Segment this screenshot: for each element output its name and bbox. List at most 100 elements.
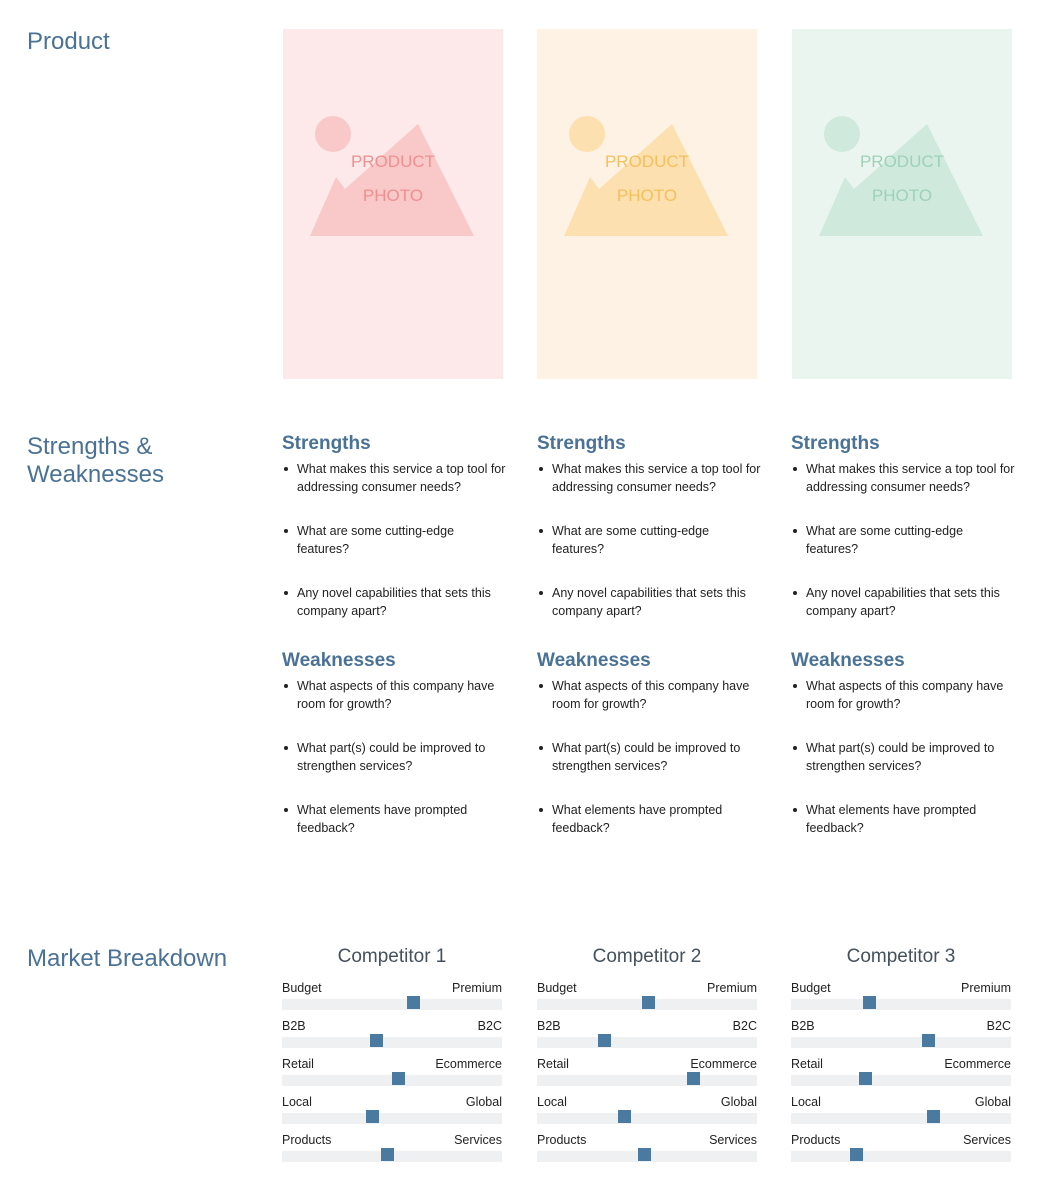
scale-marker [391, 1072, 405, 1085]
scale-track [791, 1034, 1011, 1048]
scale-labels: Budget Premium [282, 970, 502, 996]
scale-track [791, 1148, 1011, 1162]
scale-track [537, 996, 757, 1010]
scale-marker [637, 1148, 651, 1161]
scale-row: Budget Premium [537, 970, 757, 1010]
scale-left-label: Budget [282, 981, 322, 995]
scale-track [791, 1072, 1011, 1086]
scale-marker [406, 996, 420, 1009]
scale-row: B2B B2C [791, 1008, 1011, 1048]
list-item: What are some cutting-edge features? [791, 522, 1016, 558]
scale-track [537, 1034, 757, 1048]
list-item: What part(s) could be improved to streng… [537, 739, 762, 775]
strengths-heading: Strengths [282, 433, 371, 454]
scale-marker [598, 1034, 612, 1047]
photo-placeholder-graphic: PRODUCT PHOTO [792, 29, 1012, 379]
list-item: What part(s) could be improved to streng… [791, 739, 1016, 775]
scale-track [282, 1072, 502, 1086]
strengths-heading: Strengths [537, 433, 626, 454]
scale-labels: Products Services [791, 1122, 1011, 1148]
scale-left-label: Products [282, 1133, 332, 1147]
photo-label-line1: PRODUCT [605, 152, 689, 171]
scale-row: Products Services [791, 1122, 1011, 1162]
scale-marker [369, 1034, 383, 1047]
competitor-column: Competitor 3 Budget Premium B2B B2C Retail Eco… [791, 944, 1011, 1162]
scale-row: Local Global [791, 1084, 1011, 1124]
scale-marker [858, 1072, 872, 1085]
strengths-list: What makes this service a top tool for a… [791, 460, 1016, 620]
list-item: What makes this service a top tool for a… [537, 460, 762, 496]
strengths-weaknesses-section-title: Strengths & Weaknesses [27, 433, 164, 488]
scale-row: Retail Ecommerce [537, 1046, 757, 1086]
list-item: Any novel capabilities that sets this co… [537, 584, 762, 620]
mountain-icon [564, 124, 728, 236]
market-breakdown-section-title: Market Breakdown [27, 945, 228, 972]
scale-labels: B2B B2C [282, 1008, 502, 1034]
scale-marker [365, 1110, 379, 1123]
sw-column: Strengths What makes this service a top t… [537, 432, 762, 835]
scale-right-label: Global [465, 1095, 502, 1109]
scale-right-label: Ecommerce [435, 1057, 502, 1071]
sw-column: Strengths What makes this service a top t… [791, 432, 1016, 835]
list-item: What elements have prompted feedback? [282, 801, 507, 837]
scale-marker [617, 1110, 631, 1123]
mountain-icon [310, 124, 474, 236]
product-photo-placeholder: PRODUCT PHOTO [283, 29, 503, 379]
scale-left-label: B2B [282, 1019, 306, 1033]
scale-row: Retail Ecommerce [282, 1046, 502, 1086]
sun-icon [315, 116, 351, 152]
scale-left-label: Retail [537, 1057, 569, 1071]
scale-labels: Retail Ecommerce [537, 1046, 757, 1072]
photo-label-line2: PHOTO [617, 186, 677, 205]
scale-left-label: B2B [537, 1019, 561, 1033]
scale-row: Local Global [282, 1084, 502, 1124]
scale-row: Budget Premium [791, 970, 1011, 1010]
scale-labels: B2B B2C [791, 1008, 1011, 1034]
scale-right-label: Premium [960, 981, 1011, 995]
sun-icon [569, 116, 605, 152]
scale-left-label: Retail [282, 1057, 314, 1071]
scale-right-label: Services [963, 1133, 1011, 1147]
scale-track [282, 1034, 502, 1048]
scale-labels: Retail Ecommerce [282, 1046, 502, 1072]
scale-track [537, 1148, 757, 1162]
list-item: What elements have prompted feedback? [537, 801, 762, 837]
list-item: What are some cutting-edge features? [282, 522, 507, 558]
scale-track [282, 1148, 502, 1162]
scale-marker [926, 1110, 940, 1123]
list-item: What aspects of this company have room f… [282, 677, 507, 713]
strengths-heading: Strengths [791, 433, 880, 454]
scale-left-label: Local [282, 1095, 312, 1109]
scale-marker [686, 1072, 700, 1085]
list-item: What makes this service a top tool for a… [282, 460, 507, 496]
product-photo-placeholder: PRODUCT PHOTO [537, 29, 757, 379]
scale-labels: Products Services [537, 1122, 757, 1148]
scale-right-label: Services [454, 1133, 502, 1147]
scale-row: Products Services [537, 1122, 757, 1162]
scale-labels: Products Services [282, 1122, 502, 1148]
list-item: What elements have prompted feedback? [791, 801, 1016, 837]
scale-marker [863, 996, 877, 1009]
scale-labels: Retail Ecommerce [791, 1046, 1011, 1072]
photo-placeholder-graphic: PRODUCT PHOTO [283, 29, 503, 379]
scale-marker [380, 1148, 394, 1161]
strengths-list: What makes this service a top tool for a… [537, 460, 762, 620]
scale-right-label: Global [720, 1095, 757, 1109]
sun-icon [824, 116, 860, 152]
scale-right-label: Services [709, 1133, 757, 1147]
scale-right-label: Global [974, 1095, 1011, 1109]
scale-right-label: B2C [732, 1019, 757, 1033]
scale-marker [849, 1148, 863, 1161]
scale-track [537, 1072, 757, 1086]
scale-row: Retail Ecommerce [791, 1046, 1011, 1086]
list-item: What are some cutting-edge features? [537, 522, 762, 558]
product-section-title: Product [27, 28, 110, 55]
photo-placeholder-graphic: PRODUCT PHOTO [537, 29, 757, 379]
weaknesses-list: What aspects of this company have room f… [791, 677, 1016, 837]
weaknesses-heading: Weaknesses [791, 650, 905, 671]
scale-left-label: Products [791, 1133, 841, 1147]
scale-right-label: Premium [706, 981, 757, 995]
competitor-column: Competitor 2 Budget Premium B2B B2C Retail Eco… [537, 944, 757, 1162]
scale-track [791, 1110, 1011, 1124]
photo-label-line2: PHOTO [363, 186, 423, 205]
